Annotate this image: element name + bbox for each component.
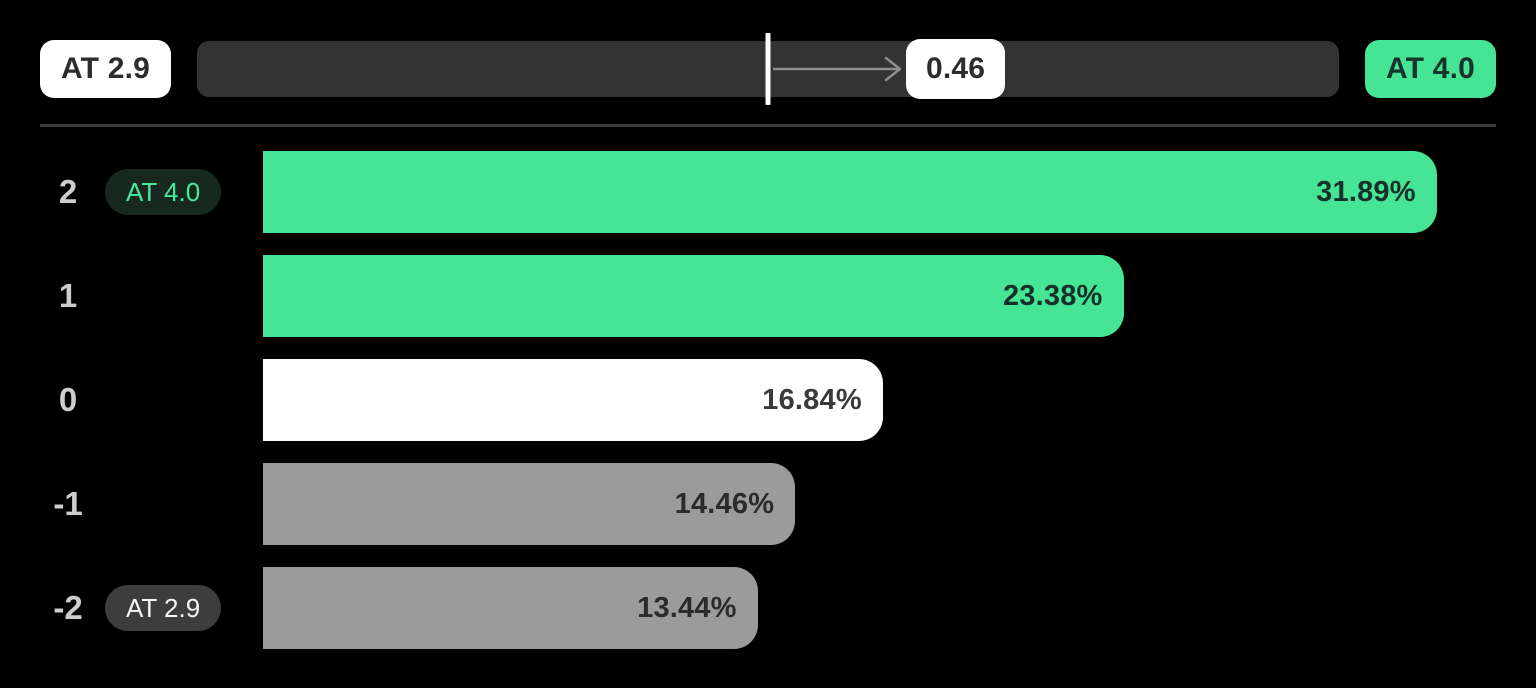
tag-slot: AT 2.9 — [96, 567, 263, 649]
left-team-badge: AT 2.9 — [40, 40, 172, 98]
bar-value-label: 14.46% — [674, 487, 775, 520]
category-label: 2 — [58, 173, 78, 210]
bar: 23.38% — [263, 255, 1124, 337]
bar-area: 31.89% — [263, 151, 1496, 233]
bar-value-label: 16.84% — [762, 383, 862, 416]
chart-row: 2 AT 4.0 31.89% — [0, 151, 1536, 233]
team-tag-badge: AT 4.0 — [105, 169, 222, 215]
tag-slot — [96, 255, 263, 337]
bar: 13.44% — [263, 567, 758, 649]
bar: 14.46% — [263, 463, 796, 545]
bar-area: 16.84% — [263, 359, 1496, 441]
arrow-right-icon — [773, 56, 902, 82]
chart-row: 0 16.84% — [0, 359, 1536, 441]
bar-value-label: 23.38% — [1002, 279, 1103, 312]
tag-slot — [96, 463, 263, 545]
team-tag-badge: AT 2.9 — [105, 585, 222, 631]
bar-area: 13.44% — [263, 567, 1496, 649]
bar: 16.84% — [263, 359, 883, 441]
outcome-bar-chart: 2 AT 4.0 31.89% 1 23.38% 0 — [0, 151, 1536, 649]
bar-area: 14.46% — [263, 463, 1496, 545]
slider-track[interactable]: 0.46 — [197, 33, 1339, 105]
category-label: 1 — [58, 277, 78, 314]
bar-value-label: 13.44% — [637, 591, 737, 624]
right-team-badge: AT 4.0 — [1364, 40, 1496, 98]
category-label: -1 — [53, 485, 83, 522]
chart-row: -2 AT 2.9 13.44% — [0, 567, 1536, 649]
bar: 31.89% — [263, 151, 1437, 233]
slider-tick-handle[interactable] — [765, 33, 771, 105]
bar-value-label: 31.89% — [1316, 175, 1416, 208]
category-label: -2 — [53, 589, 83, 626]
chart-row: -1 14.46% — [0, 463, 1536, 545]
tag-slot: AT 4.0 — [96, 151, 263, 233]
divider — [40, 124, 1496, 127]
spread-distribution-panel: AT 2.9 0.46 AT 4.0 2 AT 4.0 31.89% 1 — [0, 33, 1536, 688]
slider-value-badge: 0.46 — [906, 39, 1006, 99]
spread-slider-bar: AT 2.9 0.46 AT 4.0 — [0, 33, 1536, 105]
chart-row: 1 23.38% — [0, 255, 1536, 337]
tag-slot — [96, 359, 263, 441]
category-label: 0 — [58, 381, 78, 418]
bar-area: 23.38% — [263, 255, 1496, 337]
